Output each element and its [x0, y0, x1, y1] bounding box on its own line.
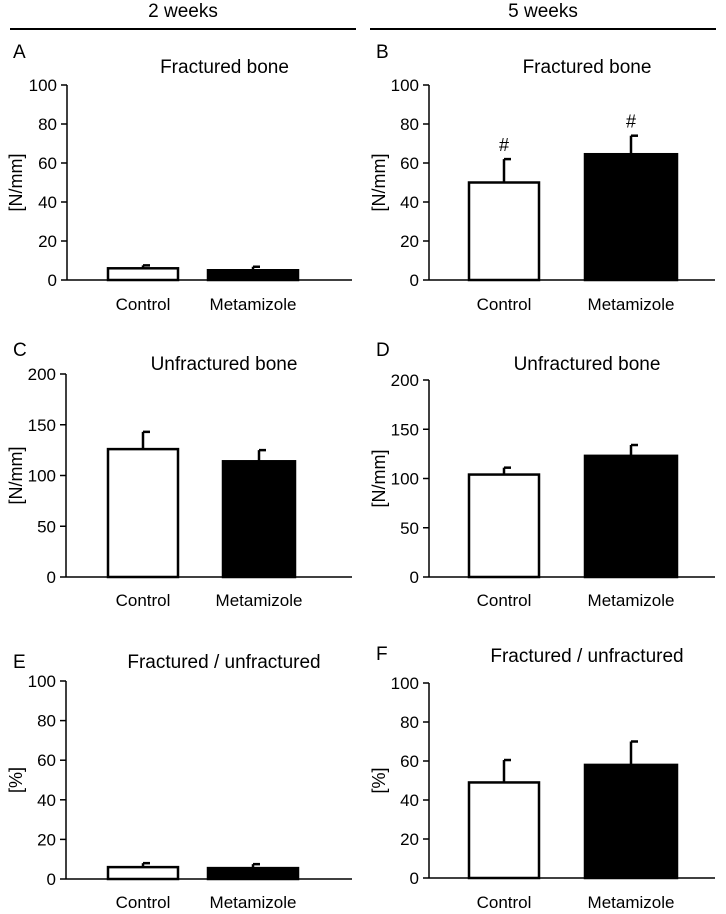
panel-c-category-label-control: Control — [116, 591, 171, 610]
column-header-rule-5-weeks — [370, 28, 716, 30]
panel-d-letter: D — [376, 340, 390, 361]
panel-c-y-axis-label: [N/mm] — [6, 447, 26, 505]
panel-b-y-tick-label-100: 100 — [391, 76, 419, 95]
column-header-rule-2-weeks — [10, 28, 356, 30]
panel-a-bar-control — [106, 267, 180, 282]
panel-c-bar-metamizole — [221, 460, 297, 579]
panel-f-bar-metamizole — [583, 763, 679, 880]
panel-b-title: Fractured bone — [523, 57, 652, 78]
column-header-2-weeks: 2 weeks — [148, 1, 218, 22]
panel-f-y-tick-label-60: 60 — [400, 752, 419, 771]
panel-a-y-tick-label-0: 0 — [48, 271, 57, 290]
panel-f-bar-control — [467, 781, 541, 880]
panel-a-y-axis-label: [N/mm] — [6, 154, 26, 212]
panel-e-category-label-control: Control — [116, 893, 171, 912]
panel-e-bar-control — [106, 865, 180, 881]
panel-e-y-tick-label-100: 100 — [28, 672, 56, 691]
panel-d-bar-metamizole — [583, 454, 679, 579]
panel-d-title: Unfractured bone — [514, 354, 661, 375]
panel-a-letter: A — [13, 42, 26, 63]
panel-e-y-axis-label: [%] — [6, 767, 26, 793]
panel-b-y-tick-label-80: 80 — [400, 115, 419, 134]
panel-d-bar-control — [467, 473, 541, 579]
panel-a-y-tick-label-40: 40 — [38, 193, 57, 212]
panel-e-y-tick-label-60: 60 — [37, 751, 56, 770]
panel-c-y-tick-label-200: 200 — [28, 365, 56, 384]
panel-d-y-tick-label-50: 50 — [400, 519, 419, 538]
panel-a-title: Fractured bone — [160, 57, 289, 78]
panel-d-y-tick-label-0: 0 — [410, 568, 419, 587]
panel-b-y-axis-label: [N/mm] — [369, 154, 389, 212]
panel-f-letter: F — [376, 644, 388, 665]
panel-f-title: Fractured / unfractured — [490, 646, 683, 667]
panel-f-y-tick-label-100: 100 — [391, 674, 419, 693]
panel-f-chart: F Fractured / unfractured 0 20 40 60 80 100 [%] C… — [369, 644, 715, 912]
panel-e-category-label-metamizole: Metamizole — [210, 893, 297, 912]
panel-b-y-tick-label-0: 0 — [410, 271, 419, 290]
panel-b-y-tick-label-40: 40 — [400, 193, 419, 212]
panel-e-title: Fractured / unfractured — [127, 652, 320, 673]
panel-c-bar-control — [106, 447, 180, 579]
panel-b-annotation-control: # — [499, 135, 509, 155]
panel-b-letter: B — [376, 42, 389, 63]
panel-a-category-label-control: Control — [116, 295, 171, 314]
panel-e-y-tick-label-80: 80 — [37, 712, 56, 731]
panel-b-category-label-metamizole: Metamizole — [588, 295, 675, 314]
panel-c-y-tick-label-150: 150 — [28, 416, 56, 435]
panel-f-category-label-control: Control — [477, 893, 532, 912]
panel-e-y-tick-label-40: 40 — [37, 791, 56, 810]
panel-d-y-tick-label-100: 100 — [391, 470, 419, 489]
panel-a-y-tick-label-60: 60 — [38, 154, 57, 173]
panel-b-chart: B Fractured bone 0 20 40 60 80 100 [N/mm] Control… — [369, 42, 715, 314]
panel-c-y-tick-label-0: 0 — [47, 568, 56, 587]
panel-a-y-tick-label-100: 100 — [29, 76, 57, 95]
panel-b-y-tick-label-20: 20 — [400, 232, 419, 251]
panel-d-category-label-metamizole: Metamizole — [588, 591, 675, 610]
panel-c-chart: C Unfractured bone 0 50 100 150 200 [N/mm] Contr… — [6, 340, 352, 610]
panel-e-letter: E — [13, 652, 26, 673]
panel-b-bar-control — [467, 181, 541, 282]
panel-f-y-tick-label-40: 40 — [400, 791, 419, 810]
panel-f-y-tick-label-0: 0 — [410, 869, 419, 888]
panel-b-annotation-metamizole: # — [626, 112, 636, 132]
panel-f-y-axis-label: [%] — [369, 767, 389, 793]
panel-c-title: Unfractured bone — [151, 354, 298, 375]
panel-c-category-label-metamizole: Metamizole — [216, 591, 303, 610]
panel-b-category-label-control: Control — [477, 295, 532, 314]
panel-f-y-tick-label-20: 20 — [400, 830, 419, 849]
panel-e-chart: E Fractured / unfractured 0 20 40 60 80 100 [%] C… — [6, 652, 352, 912]
panel-c-letter: C — [13, 340, 27, 361]
panel-a-y-tick-label-20: 20 — [38, 232, 57, 251]
panel-b-bar-metamizole — [583, 152, 679, 282]
panel-c-y-tick-label-50: 50 — [37, 517, 56, 536]
panel-e-y-tick-label-20: 20 — [37, 830, 56, 849]
panel-f-category-label-metamizole: Metamizole — [588, 893, 675, 912]
column-header-5-weeks: 5 weeks — [508, 1, 578, 22]
panel-a-bar-metamizole — [206, 269, 300, 282]
panel-a-category-label-metamizole: Metamizole — [210, 295, 297, 314]
panel-c-y-tick-label-100: 100 — [28, 467, 56, 486]
panel-d-y-tick-label-200: 200 — [391, 371, 419, 390]
panel-a-chart: A Fractured bone 0 20 40 60 80 100 [N/mm] Control… — [6, 42, 352, 314]
panel-d-chart: D Unfractured bone 0 50 100 150 200 [N/mm] Contr… — [369, 340, 715, 610]
panel-d-y-axis-label: [N/mm] — [369, 450, 389, 508]
panel-f-y-tick-label-80: 80 — [400, 713, 419, 732]
panel-e-y-tick-label-0: 0 — [47, 870, 56, 889]
panel-d-category-label-control: Control — [477, 591, 532, 610]
panel-e-bar-metamizole — [206, 866, 300, 881]
panel-b-y-tick-label-60: 60 — [400, 154, 419, 173]
panel-a-y-tick-label-80: 80 — [38, 115, 57, 134]
panel-d-y-tick-label-150: 150 — [391, 420, 419, 439]
